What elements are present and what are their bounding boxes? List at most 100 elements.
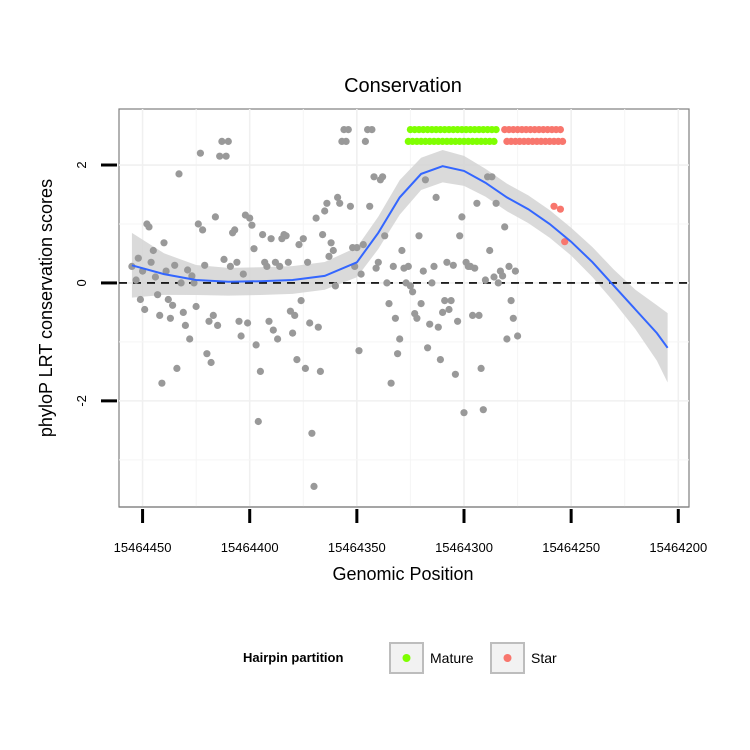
data-point-other xyxy=(477,364,485,372)
y-tick-label: 2 xyxy=(74,161,89,168)
smooth-line xyxy=(131,165,669,349)
data-point-other xyxy=(196,149,204,157)
data-point-other xyxy=(310,482,318,490)
data-point-other xyxy=(256,367,264,375)
y-axis-label: phyloP LRT conservation scores xyxy=(36,179,56,437)
data-point-other xyxy=(430,262,438,270)
data-point-other xyxy=(383,279,391,287)
data-point-other xyxy=(156,311,164,319)
data-point-other xyxy=(370,173,378,181)
data-point-other xyxy=(203,350,211,358)
data-point-other xyxy=(469,311,477,319)
data-point-other xyxy=(426,320,434,328)
data-point-other xyxy=(406,282,414,290)
data-point-other xyxy=(297,297,305,305)
data-point-other xyxy=(282,232,290,240)
legend: Hairpin partition Mature Star xyxy=(243,642,557,674)
data-point-other xyxy=(274,335,282,343)
data-point-other xyxy=(160,239,168,247)
data-point-other xyxy=(507,297,515,305)
data-point-other xyxy=(252,341,260,349)
data-point-other xyxy=(331,282,339,290)
data-point-other xyxy=(458,213,466,221)
data-point-other xyxy=(434,323,442,331)
data-point-other xyxy=(511,267,519,275)
data-point-other xyxy=(289,329,297,337)
data-point-other xyxy=(368,126,376,134)
data-point-star xyxy=(556,205,565,213)
data-point-star xyxy=(559,137,567,145)
data-point-star xyxy=(556,126,565,134)
data-point-other xyxy=(336,199,344,207)
data-point-other xyxy=(505,262,513,270)
data-point-other xyxy=(449,261,457,269)
data-point-other xyxy=(184,266,192,274)
data-point-other xyxy=(492,199,500,207)
data-point-other xyxy=(316,367,324,375)
legend-label-star: Star xyxy=(531,650,557,666)
x-tick-label: 15464350 xyxy=(328,540,386,555)
chart-title: Conservation xyxy=(344,75,462,97)
data-point-other xyxy=(169,301,177,309)
data-point-other xyxy=(479,406,487,414)
data-point-other xyxy=(220,255,228,263)
data-point-other xyxy=(218,137,226,145)
data-point-other xyxy=(291,311,299,319)
data-point-other xyxy=(246,214,254,222)
data-point-other xyxy=(488,173,496,181)
confidence-band-area xyxy=(131,150,668,383)
data-point-other xyxy=(404,262,412,270)
data-point-other xyxy=(233,258,241,266)
data-point-other xyxy=(132,276,140,284)
data-point-other xyxy=(226,262,234,270)
legend-key-mature-dot xyxy=(402,654,411,662)
data-point-other xyxy=(231,226,239,234)
data-point-other xyxy=(447,297,455,305)
data-point-other xyxy=(436,356,444,364)
data-point-other xyxy=(409,288,417,296)
data-point-other xyxy=(192,302,200,311)
data-point-other xyxy=(259,231,267,239)
data-point-star xyxy=(561,238,569,246)
data-point-other xyxy=(321,207,329,215)
data-point-other xyxy=(428,279,436,287)
data-point-other xyxy=(222,152,230,160)
data-point-other xyxy=(327,239,335,247)
data-point-other xyxy=(166,314,174,322)
plot-border xyxy=(118,108,690,508)
data-point-other xyxy=(237,332,245,340)
x-tick-label: 15464200 xyxy=(649,540,707,555)
data-point-other xyxy=(424,344,432,352)
data-point-other xyxy=(265,317,273,325)
data-point-other xyxy=(417,300,425,308)
data-point-other xyxy=(136,295,144,304)
data-point-other xyxy=(207,358,215,367)
data-point-other xyxy=(201,261,209,269)
data-point-other xyxy=(224,137,232,145)
data-point-other xyxy=(357,270,365,278)
data-point-other xyxy=(503,335,511,343)
data-point-other xyxy=(460,409,468,417)
data-point-other xyxy=(199,226,207,234)
data-point-other xyxy=(248,221,256,229)
data-point-other xyxy=(514,332,522,340)
data-point-other xyxy=(387,379,395,387)
data-point-other xyxy=(179,308,187,316)
data-point-other xyxy=(263,262,271,270)
data-point-other xyxy=(188,272,196,280)
data-point-other xyxy=(346,202,354,210)
data-point-other xyxy=(151,273,159,281)
data-point-other xyxy=(501,223,509,231)
data-point-other xyxy=(194,220,202,228)
data-point-other xyxy=(344,126,352,134)
data-point-other xyxy=(308,429,316,437)
data-point-other xyxy=(413,314,421,322)
data-point-other xyxy=(353,244,361,252)
data-point-other xyxy=(381,232,389,240)
x-axis: 15464450 15464400 15464350 15464300 15464250… xyxy=(114,506,707,555)
data-point-other xyxy=(329,246,337,255)
data-point-other xyxy=(177,279,185,287)
data-point-other xyxy=(250,245,258,253)
data-point-other xyxy=(314,323,322,331)
